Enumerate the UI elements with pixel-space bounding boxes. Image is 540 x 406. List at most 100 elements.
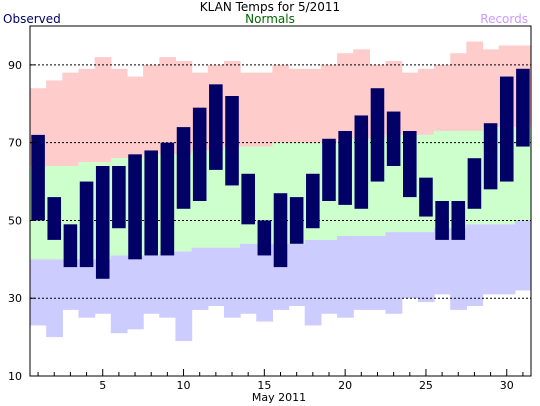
y-tick-label-30: 30 bbox=[8, 292, 22, 305]
observed-bars bbox=[31, 68, 530, 279]
y-tick-label-90: 90 bbox=[8, 59, 22, 72]
legend-records: Records bbox=[480, 12, 528, 26]
normal-band-day-15 bbox=[256, 146, 274, 244]
x-tick-label-30: 30 bbox=[500, 379, 514, 392]
record-low-band-day-25 bbox=[417, 232, 435, 303]
record-low-band-day-1 bbox=[30, 259, 47, 326]
observed-bar-day-26 bbox=[435, 201, 449, 240]
observed-bar-day-27 bbox=[451, 201, 466, 240]
record-low-band-day-20 bbox=[337, 236, 354, 318]
record-high-band-day-29 bbox=[482, 49, 500, 128]
record-low-band-day-14 bbox=[240, 243, 257, 314]
record-high-band-day-17 bbox=[288, 68, 306, 143]
legend-normals: Normals bbox=[245, 12, 295, 26]
record-high-band-day-27 bbox=[450, 53, 467, 131]
observed-bar-day-23 bbox=[386, 111, 401, 166]
record-low-band-day-7 bbox=[126, 255, 144, 330]
observed-bar-day-24 bbox=[403, 131, 417, 198]
record-low-band-day-28 bbox=[466, 224, 484, 306]
observed-bar-day-8 bbox=[144, 150, 158, 256]
record-high-band-day-9 bbox=[159, 57, 177, 155]
observed-bar-day-13 bbox=[225, 96, 239, 186]
observed-bar-day-7 bbox=[128, 154, 142, 260]
record-low-band-day-3 bbox=[62, 259, 80, 310]
record-low-band-day-9 bbox=[159, 251, 177, 318]
record-high-band-day-6 bbox=[110, 68, 128, 159]
record-high-band-day-7 bbox=[126, 76, 144, 159]
record-low-band-day-18 bbox=[304, 239, 322, 326]
record-high-band-day-18 bbox=[304, 68, 322, 143]
record-low-band-day-13 bbox=[223, 247, 241, 318]
record-high-band-day-19 bbox=[320, 64, 338, 143]
observed-bar-day-1 bbox=[31, 134, 45, 221]
y-tick-label-10: 10 bbox=[8, 370, 22, 383]
x-tick-label-10: 10 bbox=[177, 379, 191, 392]
observed-bar-day-28 bbox=[467, 158, 482, 209]
record-high-band-day-8 bbox=[143, 64, 160, 155]
record-low-band-day-6 bbox=[110, 255, 128, 334]
observed-bar-day-3 bbox=[63, 224, 78, 268]
record-high-band-day-24 bbox=[401, 72, 419, 135]
observed-bar-day-14 bbox=[241, 173, 255, 225]
observed-bar-day-11 bbox=[192, 107, 207, 201]
observed-bar-day-20 bbox=[338, 131, 352, 205]
y-tick-label-50: 50 bbox=[8, 214, 22, 227]
record-low-band-day-17 bbox=[288, 243, 306, 306]
observed-bar-day-25 bbox=[419, 177, 433, 217]
x-tick-label-25: 25 bbox=[419, 379, 433, 392]
observed-bar-day-2 bbox=[47, 197, 62, 240]
record-high-band-day-28 bbox=[466, 41, 484, 131]
x-tick-label-20: 20 bbox=[338, 379, 352, 392]
record-high-band-day-20 bbox=[337, 53, 354, 139]
record-high-band-day-25 bbox=[417, 68, 435, 135]
x-axis-label: May 2011 bbox=[251, 391, 307, 404]
chart-title: KLAN Temps for 5/2011 bbox=[199, 0, 341, 14]
observed-bar-day-15 bbox=[257, 220, 272, 256]
record-high-band-day-15 bbox=[256, 72, 274, 147]
observed-bar-day-30 bbox=[499, 76, 514, 182]
record-low-band-day-12 bbox=[207, 247, 225, 306]
record-low-band-day-27 bbox=[450, 228, 467, 310]
observed-bar-day-10 bbox=[176, 127, 191, 209]
normal-band-day-12 bbox=[207, 150, 225, 248]
normal-band-day-31 bbox=[514, 127, 532, 221]
record-low-band-day-4 bbox=[78, 259, 96, 318]
observed-bar-day-21 bbox=[354, 115, 369, 209]
record-high-band-day-3 bbox=[62, 72, 80, 166]
x-tick-label-5: 5 bbox=[99, 379, 106, 392]
record-high-band-day-4 bbox=[78, 68, 96, 163]
record-low-band-day-30 bbox=[498, 224, 516, 295]
observed-bar-day-16 bbox=[273, 193, 288, 268]
observed-bar-day-9 bbox=[160, 142, 175, 256]
record-high-band-day-16 bbox=[272, 64, 290, 143]
record-high-band-day-14 bbox=[240, 72, 257, 147]
record-low-band-day-15 bbox=[256, 243, 274, 322]
record-low-band-day-26 bbox=[434, 228, 451, 295]
record-low-band-day-8 bbox=[143, 255, 160, 314]
record-high-band-day-5 bbox=[94, 57, 112, 163]
observed-bar-day-22 bbox=[370, 88, 385, 182]
observed-bar-day-31 bbox=[516, 68, 530, 147]
record-low-band-day-31 bbox=[514, 220, 532, 291]
observed-bar-day-12 bbox=[209, 84, 223, 170]
observed-bar-day-29 bbox=[483, 123, 498, 190]
observed-bar-day-5 bbox=[95, 166, 110, 279]
observed-bar-day-6 bbox=[112, 166, 126, 229]
record-low-band-day-10 bbox=[175, 251, 193, 341]
record-low-band-day-22 bbox=[369, 236, 387, 310]
observed-bar-day-19 bbox=[322, 138, 336, 201]
observed-bar-day-18 bbox=[306, 173, 320, 229]
legend-observed: Observed bbox=[3, 12, 61, 26]
record-high-band-day-26 bbox=[434, 64, 451, 131]
record-low-band-day-19 bbox=[320, 239, 338, 314]
observed-bar-day-17 bbox=[289, 197, 304, 244]
x-tick-label-15: 15 bbox=[257, 379, 271, 392]
record-high-band-day-2 bbox=[46, 80, 63, 166]
record-low-band-day-23 bbox=[385, 232, 403, 314]
record-low-band-day-11 bbox=[191, 247, 209, 310]
record-low-band-day-24 bbox=[401, 232, 419, 299]
record-low-band-day-29 bbox=[482, 224, 500, 295]
axis-ticks: 10 30 50 70 90 5 10 15 20 25 30 bbox=[8, 59, 524, 392]
y-tick-label-70: 70 bbox=[8, 137, 22, 150]
